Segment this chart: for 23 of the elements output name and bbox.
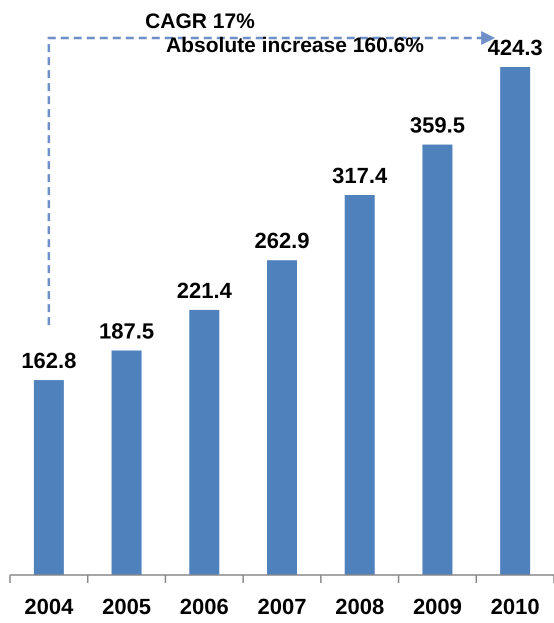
bar [344,194,375,575]
data-label: 221.4 [176,278,233,303]
data-label: 359.5 [410,112,465,138]
data-label: 162.8 [21,348,76,374]
x-tick-label: 2009 [412,594,462,619]
bar [189,310,220,575]
bar [112,350,142,575]
x-tick-label: 2008 [335,594,384,619]
bar [422,144,452,575]
x-tick-label: 2005 [102,594,152,619]
x-tick-label: 2010 [490,594,540,619]
text: CAGR 17% [145,10,256,33]
x-tick-label: 2004 [24,594,74,619]
text: Absolute increase 160.6% [166,34,424,57]
data-label: 187.5 [99,318,154,344]
bar [500,67,530,575]
x-tick-label: 2006 [180,594,229,619]
bar [267,260,297,575]
data-label: 262.9 [254,228,310,254]
data-label: 317.4 [332,162,388,188]
bar [34,380,64,575]
x-tick-label: 2007 [258,594,306,619]
data-label: 424.3 [488,35,543,60]
